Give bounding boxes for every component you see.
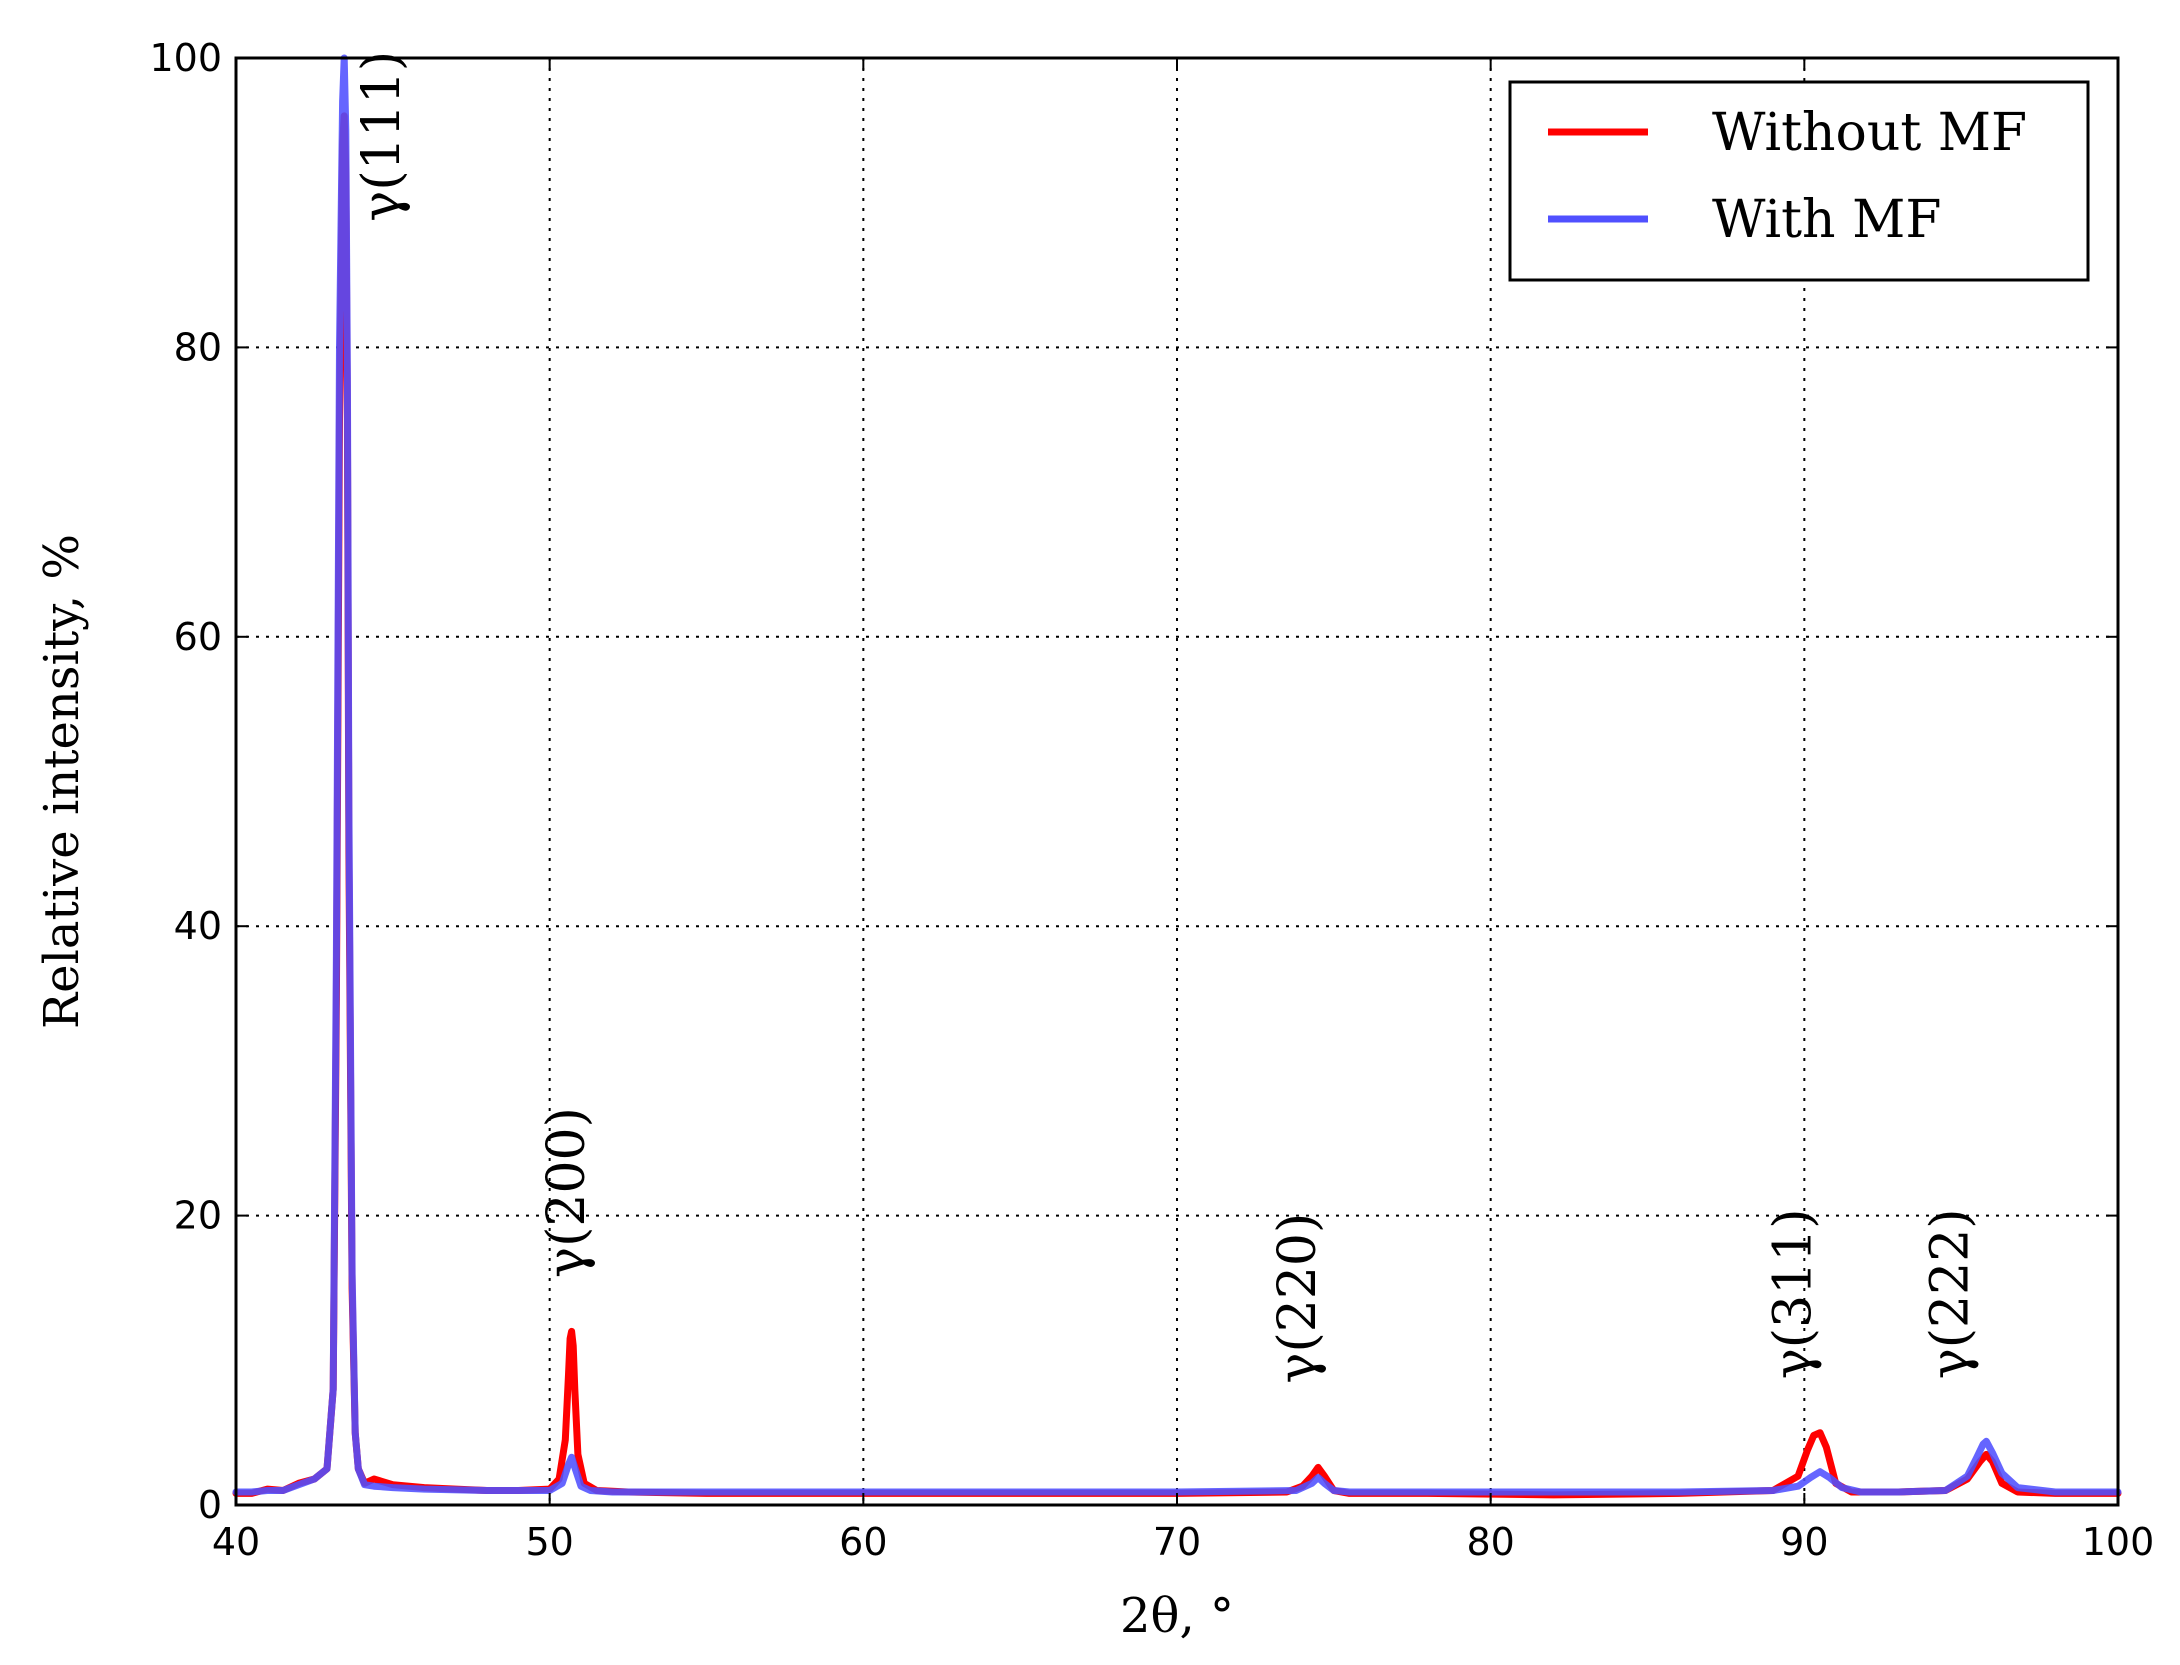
legend: Without MF With MF <box>1508 80 2090 282</box>
y-tick-label: 100 <box>149 36 222 80</box>
x-tick-label: 70 <box>1153 1520 1201 1564</box>
x-tick-label: 90 <box>1780 1520 1828 1564</box>
y-tick-label: 80 <box>174 325 222 369</box>
grid-lines <box>236 58 2118 1505</box>
peak-label: γ(111) <box>352 51 412 222</box>
x-axis-title: 2θ, ° <box>1120 1588 1234 1644</box>
y-tick-label: 20 <box>174 1194 222 1238</box>
x-tick-label: 40 <box>212 1520 260 1564</box>
peak-label: γ(220) <box>1268 1213 1328 1384</box>
legend-label-with-mf: With MF <box>1712 190 1941 250</box>
peak-label: γ(222) <box>1920 1208 1980 1379</box>
series-line-with-mf <box>232 54 2122 1496</box>
y-tick-label: 60 <box>174 615 222 659</box>
x-tick-label: 60 <box>839 1520 887 1564</box>
x-tick-label: 50 <box>525 1520 573 1564</box>
peak-annotations: γ(111) γ(200) γ(220) γ(311) γ(222) <box>352 51 1980 1384</box>
peak-label: γ(311) <box>1764 1208 1824 1379</box>
y-axis-title: Relative intensity, % <box>34 534 90 1029</box>
series-layer <box>232 54 2122 1499</box>
y-tick-label: 0 <box>198 1483 222 1527</box>
y-tick-label: 40 <box>174 904 222 948</box>
legend-label-without-mf: Without MF <box>1712 103 2027 163</box>
x-tick-label: 80 <box>1466 1520 1514 1564</box>
axis-ticks: 40 50 60 70 80 90 100 0 20 40 60 80 100 <box>149 36 2154 1564</box>
legend-box <box>1508 80 2090 282</box>
x-tick-label: 100 <box>2082 1520 2155 1564</box>
peak-label: γ(200) <box>537 1107 597 1278</box>
